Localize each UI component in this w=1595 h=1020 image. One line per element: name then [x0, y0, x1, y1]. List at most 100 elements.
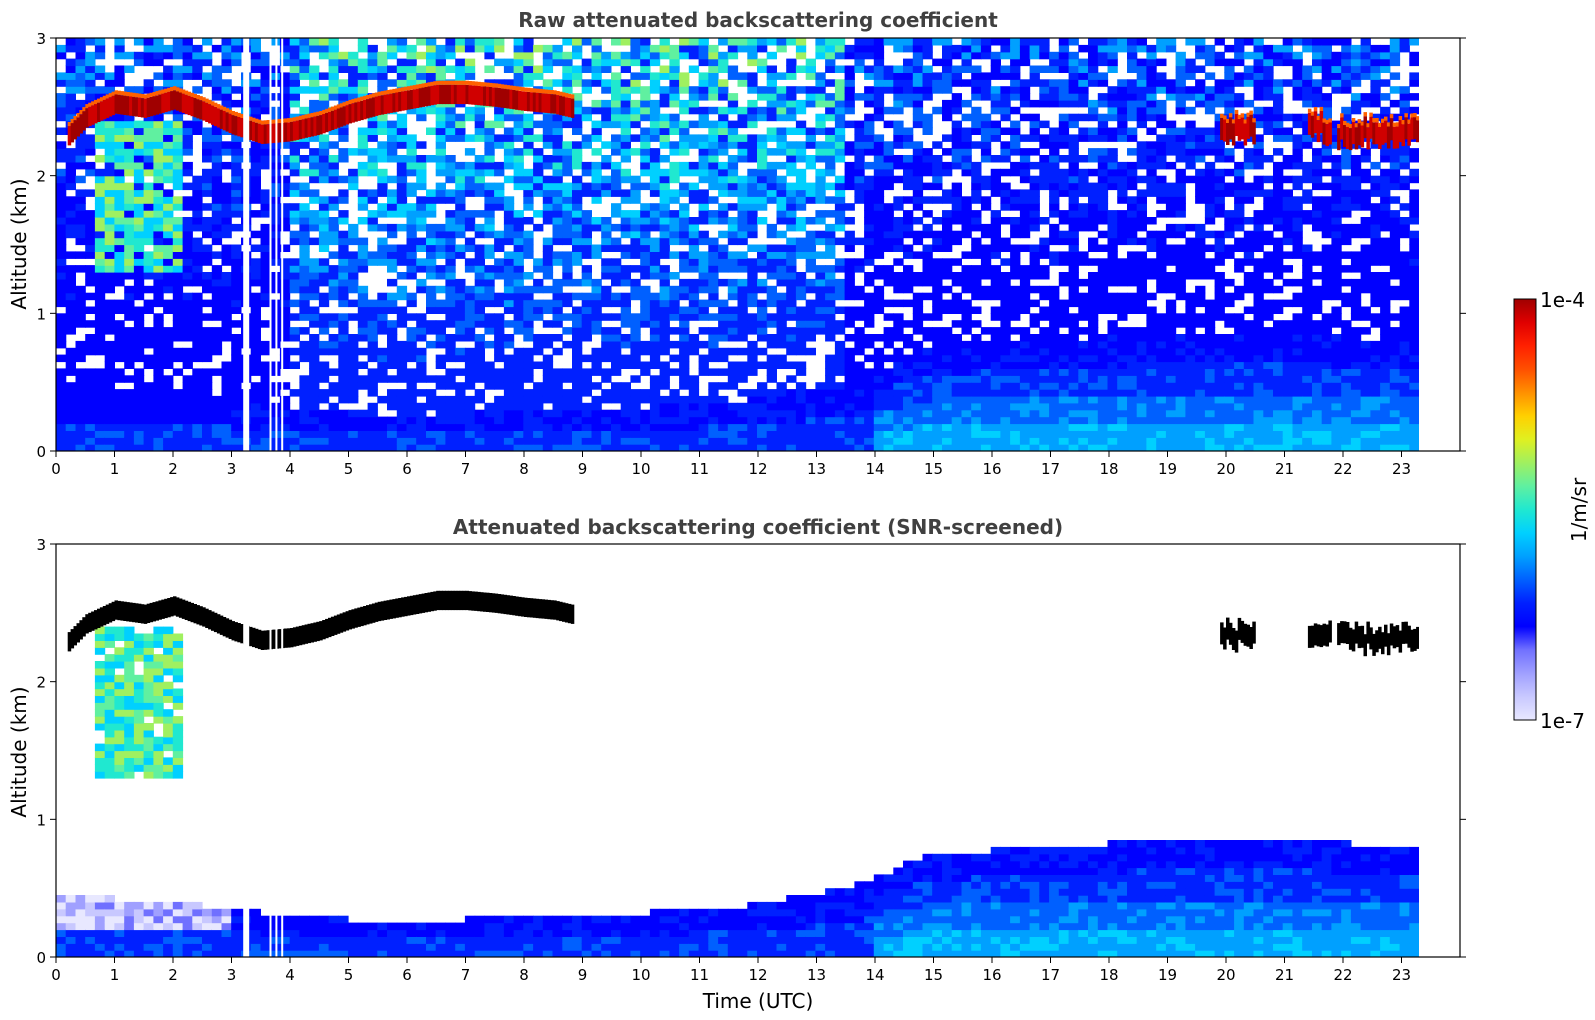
heatmap-cell: [873, 223, 885, 232]
heatmap-cell: [572, 375, 583, 383]
heatmap-cell: [854, 402, 865, 411]
heatmap-cell: [104, 320, 115, 328]
heatmap-cell: [523, 437, 534, 445]
heatmap-cell: [474, 210, 485, 218]
heatmap-cell: [747, 189, 758, 197]
heatmap-cell: [552, 402, 563, 411]
heatmap-cell: [669, 86, 680, 94]
heatmap-cell: [202, 389, 213, 397]
heatmap-cell: [942, 244, 953, 252]
heatmap-cell: [961, 113, 972, 122]
heatmap-cell: [669, 368, 680, 376]
heatmap-cell: [825, 196, 836, 204]
heatmap-cell: [474, 299, 485, 308]
heatmap-cell: [192, 299, 203, 308]
heatmap-cell: [747, 120, 758, 129]
heatmap-cell: [435, 437, 446, 445]
heatmap-cell: [1000, 437, 1011, 445]
heatmap-cell: [630, 251, 641, 259]
heatmap-cell: [776, 306, 787, 314]
heatmap-cell: [562, 161, 573, 170]
heatmap-cell: [75, 313, 86, 321]
heatmap-cell: [1039, 217, 1050, 225]
heatmap-cell: [357, 444, 369, 451]
heatmap-cell: [464, 168, 476, 177]
heatmap-cell: [104, 409, 115, 418]
heatmap-cell: [299, 168, 310, 177]
heatmap-cell: [387, 395, 398, 404]
heatmap-cell: [396, 285, 408, 294]
heatmap-cell: [795, 430, 807, 438]
heatmap-cell: [377, 244, 388, 252]
heatmap-cell: [903, 354, 914, 363]
heatmap-cell: [844, 354, 855, 363]
heatmap-cell: [328, 72, 339, 80]
heatmap-cell: [202, 437, 213, 445]
heatmap-cell: [581, 106, 592, 115]
heatmap-cell: [357, 285, 369, 294]
heatmap-cell: [942, 334, 953, 342]
heatmap-cell: [221, 196, 232, 204]
heatmap-cell: [503, 265, 515, 273]
heatmap-cell: [1039, 38, 1050, 46]
heatmap-cell: [951, 382, 962, 390]
heatmap-cell: [65, 196, 76, 204]
heatmap-cell: [922, 168, 933, 177]
heatmap-cell: [912, 361, 924, 369]
heatmap-cell: [143, 203, 154, 211]
heatmap-cell: [620, 106, 631, 115]
heatmap-cell: [795, 389, 807, 397]
heatmap-cell: [231, 251, 242, 259]
heatmap-cell: [192, 327, 203, 335]
heatmap-cell: [971, 334, 982, 342]
heatmap-cell: [620, 395, 631, 404]
heatmap-cell: [679, 395, 690, 404]
heatmap-cell: [864, 313, 875, 321]
heatmap-cell: [163, 189, 174, 197]
heatmap-cell: [75, 210, 86, 218]
heatmap-cell: [94, 327, 106, 335]
heatmap-cell: [367, 72, 378, 80]
heatmap-cell: [279, 86, 291, 94]
heatmap-cell: [620, 189, 631, 197]
heatmap-cell: [611, 395, 622, 404]
heatmap-cell: [279, 285, 291, 294]
heatmap-cell: [1000, 244, 1011, 252]
heatmap-cell: [260, 58, 271, 67]
heatmap-cell: [133, 347, 145, 356]
heatmap-cell: [669, 430, 680, 438]
heatmap-cell: [620, 65, 631, 73]
heatmap-cell: [1078, 223, 1089, 232]
heatmap-cell: [455, 217, 466, 225]
heatmap-cell: [1078, 210, 1089, 218]
heatmap-cell: [416, 65, 427, 73]
heatmap-cell: [864, 278, 875, 287]
heatmap-cell: [942, 113, 953, 122]
heatmap-cell: [581, 402, 592, 411]
heatmap-cell: [474, 444, 485, 451]
heatmap-cell: [834, 265, 846, 273]
heatmap-cell: [231, 354, 242, 363]
heatmap-cell: [922, 327, 933, 335]
heatmap-cell: [912, 409, 924, 418]
heatmap-cell: [211, 278, 223, 287]
heatmap-cell: [484, 38, 495, 46]
heatmap-cell: [1078, 258, 1089, 266]
heatmap-cell: [94, 65, 106, 73]
heatmap-cell: [581, 189, 592, 197]
heatmap-cell: [133, 230, 145, 239]
heatmap-cell: [679, 203, 690, 211]
heatmap-cell: [65, 272, 76, 280]
heatmap-cell: [1058, 444, 1070, 451]
heatmap-cell: [640, 361, 651, 369]
heatmap-cell: [1010, 395, 1021, 404]
heatmap-cell: [299, 223, 310, 232]
heatmap-cell: [951, 51, 962, 60]
heatmap-cell: [688, 395, 700, 404]
heatmap-cell: [435, 334, 446, 342]
heatmap-cell: [1049, 189, 1060, 197]
heatmap-cell: [455, 120, 466, 129]
heatmap-cell: [396, 44, 408, 53]
heatmap-cell: [542, 423, 554, 431]
heatmap-cell: [299, 437, 310, 445]
